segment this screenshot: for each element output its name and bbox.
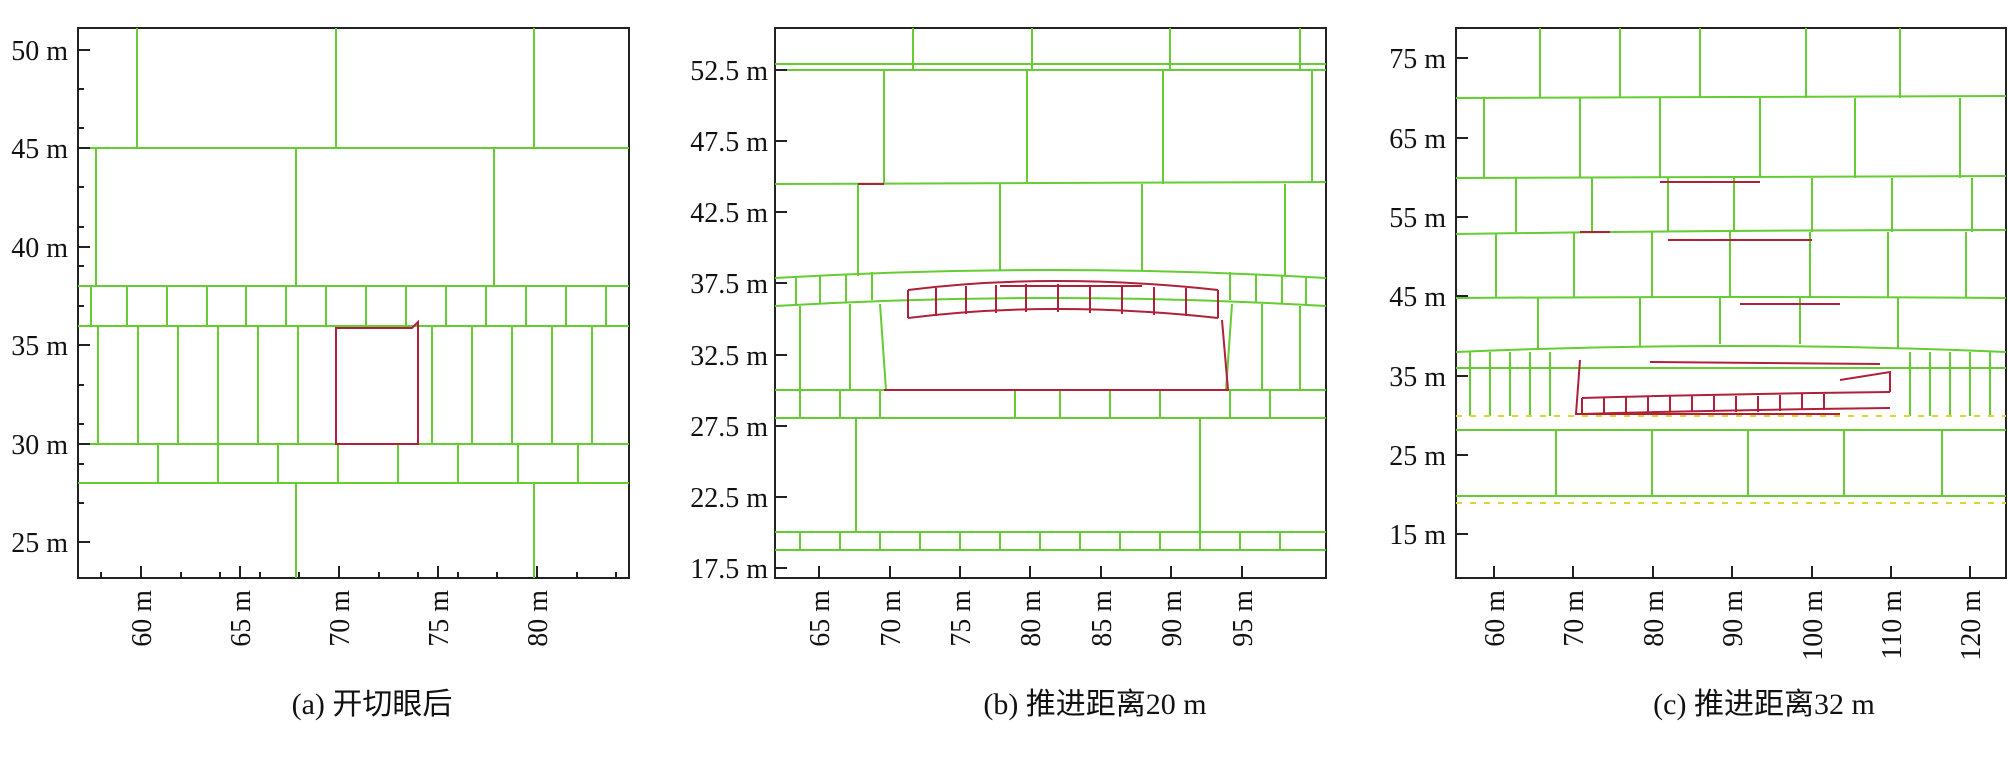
y-tick-label: 50 m xyxy=(11,36,68,67)
y-tick-label: 45 m xyxy=(11,134,68,165)
x-tick-label: 65 m xyxy=(805,590,836,647)
x-tick-label: 70 m xyxy=(325,590,356,647)
x-tick-label: 120 m xyxy=(1956,590,1987,661)
panel-b-caption: (b) 推进距离20 m xyxy=(983,688,1206,721)
y-tick-label: 42.5 m xyxy=(690,198,768,229)
panel-a-excavation xyxy=(335,319,419,445)
x-tick-label: 60 m xyxy=(127,590,158,647)
y-tick-label: 65 m xyxy=(1389,124,1446,155)
y-tick-label: 25 m xyxy=(1389,441,1446,472)
panel-b-frame xyxy=(774,27,1327,579)
y-tick-label: 55 m xyxy=(1389,203,1446,234)
panel-a-frame xyxy=(77,27,630,579)
y-tick-label: 32.5 m xyxy=(690,341,768,372)
y-tick-label: 35 m xyxy=(1389,362,1446,393)
x-tick-label: 80 m xyxy=(1639,590,1670,647)
panel-b-joints xyxy=(774,28,1327,551)
panel-b-ticks xyxy=(775,69,1243,578)
panel-c-joints xyxy=(1455,28,2007,497)
x-tick-label: 80 m xyxy=(1016,590,1047,647)
x-tick-label: 75 m xyxy=(424,590,455,647)
x-tick-label: 65 m xyxy=(226,590,257,647)
panel-c: 15 m 25 m 35 m 45 m 55 m 65 m 75 m 60 m … xyxy=(1389,27,2007,721)
panel-a-x-tick-labels: 60 m 65 m 70 m 75 m 80 m xyxy=(127,590,554,647)
x-tick-label: 75 m xyxy=(946,590,977,647)
x-tick-label: 60 m xyxy=(1480,590,1511,647)
x-tick-label: 80 m xyxy=(523,590,554,647)
panel-c-failure xyxy=(1574,181,1891,415)
panel-a-joints xyxy=(78,28,629,578)
x-tick-label: 100 m xyxy=(1798,590,1829,661)
y-tick-label: 30 m xyxy=(11,430,68,461)
y-tick-label: 45 m xyxy=(1389,282,1446,313)
panel-c-y-tick-labels: 15 m 25 m 35 m 45 m 55 m 65 m 75 m xyxy=(1389,44,1446,551)
x-tick-label: 70 m xyxy=(1559,590,1590,647)
y-tick-label: 52.5 m xyxy=(690,56,768,87)
y-tick-label: 35 m xyxy=(11,331,68,362)
y-tick-label: 15 m xyxy=(1389,520,1446,551)
panel-a-caption: (a) 开切眼后 xyxy=(292,688,453,721)
x-tick-label: 70 m xyxy=(876,590,907,647)
panel-c-frame xyxy=(1455,27,2007,579)
panel-c-x-tick-labels: 60 m 70 m 80 m 90 m 100 m 110 m 120 m xyxy=(1480,590,1987,661)
panel-a: 25 m 30 m 35 m 40 m 45 m 50 m 60 m 65 m … xyxy=(11,27,630,721)
y-tick-label: 22.5 m xyxy=(690,483,768,514)
panel-b-y-tick-labels: 17.5 m 22.5 m 27.5 m 32.5 m 37.5 m 42.5 … xyxy=(690,56,768,585)
y-tick-label: 37.5 m xyxy=(690,269,768,300)
panel-a-ticks xyxy=(78,49,617,578)
panel-b-failure xyxy=(858,183,1230,391)
panel-a-y-tick-labels: 25 m 30 m 35 m 40 m 45 m 50 m xyxy=(11,36,68,559)
y-tick-label: 40 m xyxy=(11,233,68,264)
panel-b: 17.5 m 22.5 m 27.5 m 32.5 m 37.5 m 42.5 … xyxy=(690,27,1327,721)
panel-c-ticks xyxy=(1456,57,1971,578)
panel-b-x-tick-labels: 65 m 70 m 75 m 80 m 85 m 90 m 95 m xyxy=(805,590,1259,647)
x-tick-label: 85 m xyxy=(1087,590,1118,647)
y-tick-label: 47.5 m xyxy=(690,127,768,158)
y-tick-label: 27.5 m xyxy=(690,412,768,443)
x-tick-label: 95 m xyxy=(1228,590,1259,647)
y-tick-label: 25 m xyxy=(11,528,68,559)
x-tick-label: 110 m xyxy=(1877,590,1908,660)
x-tick-label: 90 m xyxy=(1157,590,1188,647)
y-tick-label: 17.5 m xyxy=(690,554,768,585)
x-tick-label: 90 m xyxy=(1718,590,1749,647)
panel-c-caption: (c) 推进距离32 m xyxy=(1653,688,1875,721)
y-tick-label: 75 m xyxy=(1389,44,1446,75)
